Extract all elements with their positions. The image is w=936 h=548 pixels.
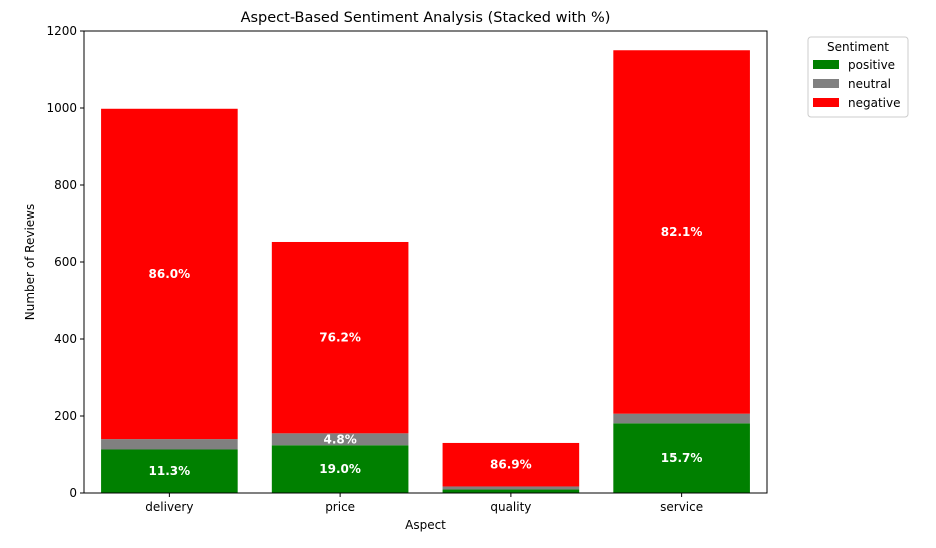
x-axis-label: Aspect [405, 518, 446, 532]
segment-label-delivery-negative: 86.0% [149, 267, 191, 281]
bar-price-positive [271, 445, 409, 493]
legend-items: positive neutral negative [813, 58, 900, 110]
bars-group [101, 50, 750, 493]
bar-service-neutral [613, 413, 750, 424]
segment-label-quality-negative: 86.9% [490, 458, 532, 472]
legend-label-positive: positive [848, 58, 895, 72]
y-tick-label: 600 [54, 255, 77, 269]
bar-quality-negative [442, 442, 580, 487]
segment-label-delivery-positive: 11.3% [149, 464, 191, 478]
legend-label-neutral: neutral [848, 77, 891, 91]
bar-delivery-positive [101, 449, 238, 493]
x-axis: delivery price quality service [145, 493, 703, 514]
legend-title: Sentiment [827, 40, 889, 54]
x-tick-label-delivery: delivery [145, 500, 193, 514]
y-tick-label: 800 [54, 178, 77, 192]
bar-quality-positive [442, 489, 580, 493]
bar-service-positive [613, 423, 750, 493]
x-tick-label-service: service [660, 500, 703, 514]
bar-price-neutral [271, 433, 409, 446]
y-tick-label: 1200 [46, 24, 77, 38]
x-tick-label-quality: quality [490, 500, 531, 514]
bar-delivery-neutral [101, 439, 238, 450]
x-tick-label-price: price [325, 500, 355, 514]
bar-service-negative [613, 50, 750, 414]
bar-quality-neutral [442, 486, 580, 490]
y-tick-label: 0 [69, 486, 77, 500]
legend-box [807, 36, 909, 118]
legend-label-negative: negative [848, 96, 900, 110]
bar-price-negative [271, 241, 409, 434]
legend-swatch-positive [813, 60, 839, 69]
chart-title: Aspect-Based Sentiment Analysis (Stacked… [241, 10, 611, 26]
y-tick-label: 200 [54, 409, 77, 423]
segment-labels-group: 11.3% 86.0% 19.0% 4.8% 76.2% 86.9% 15.7% 82.1% [149, 225, 703, 478]
y-tick-label: 400 [54, 332, 77, 346]
segment-label-price-positive: 19.0% [319, 462, 361, 476]
legend-swatch-negative [813, 98, 839, 107]
segment-label-price-negative: 76.2% [319, 331, 361, 345]
segment-label-service-negative: 82.1% [661, 225, 703, 239]
y-tick-label: 1000 [46, 101, 77, 115]
segment-label-service-positive: 15.7% [661, 451, 703, 465]
bar-delivery-negative [101, 108, 238, 440]
y-axis: 0 200 400 600 800 1000 1200 [46, 24, 84, 500]
segment-label-price-neutral: 4.8% [323, 432, 356, 446]
legend: Sentiment positive neutral negative [807, 36, 909, 118]
legend-swatch-neutral [813, 79, 839, 88]
y-axis-label: Number of Reviews [23, 204, 37, 320]
